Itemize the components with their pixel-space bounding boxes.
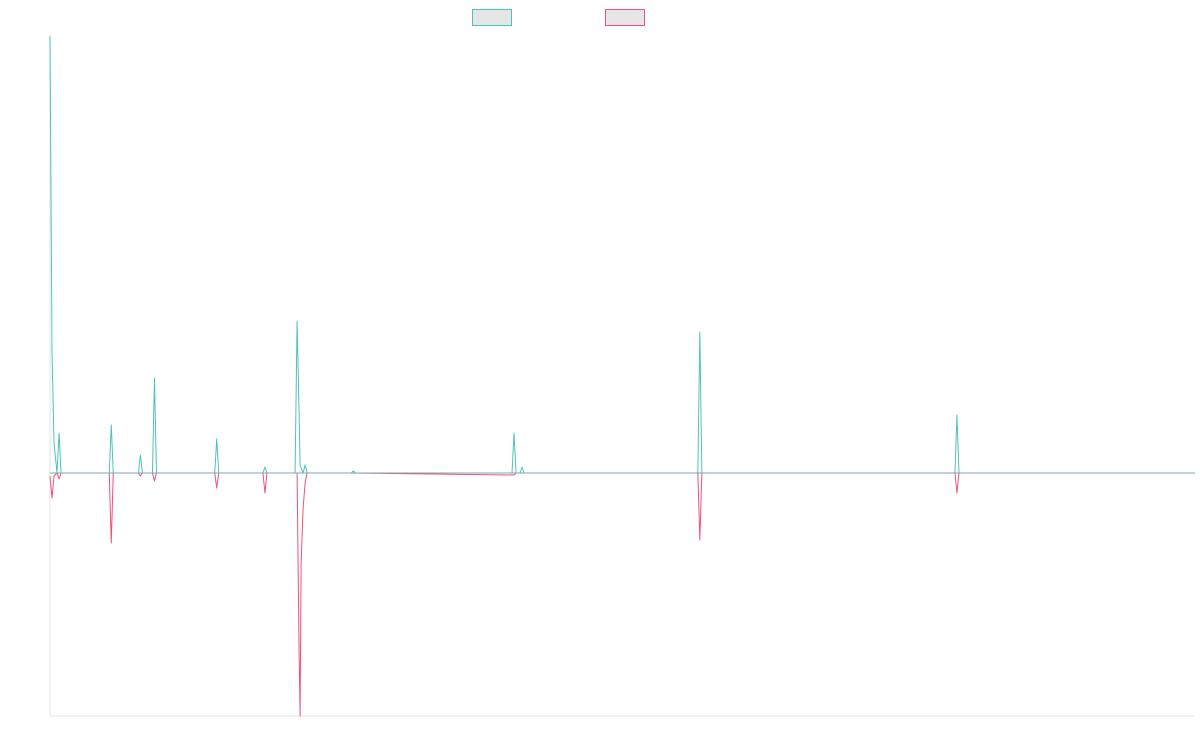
- series-line-2: [49, 472, 1195, 717]
- legend: [472, 9, 645, 26]
- axes: [49, 34, 1195, 717]
- legend-swatch-1: [472, 9, 512, 26]
- series-line-1: [49, 35, 1195, 474]
- legend-swatch-2: [605, 9, 645, 26]
- series-layer: [49, 35, 1195, 717]
